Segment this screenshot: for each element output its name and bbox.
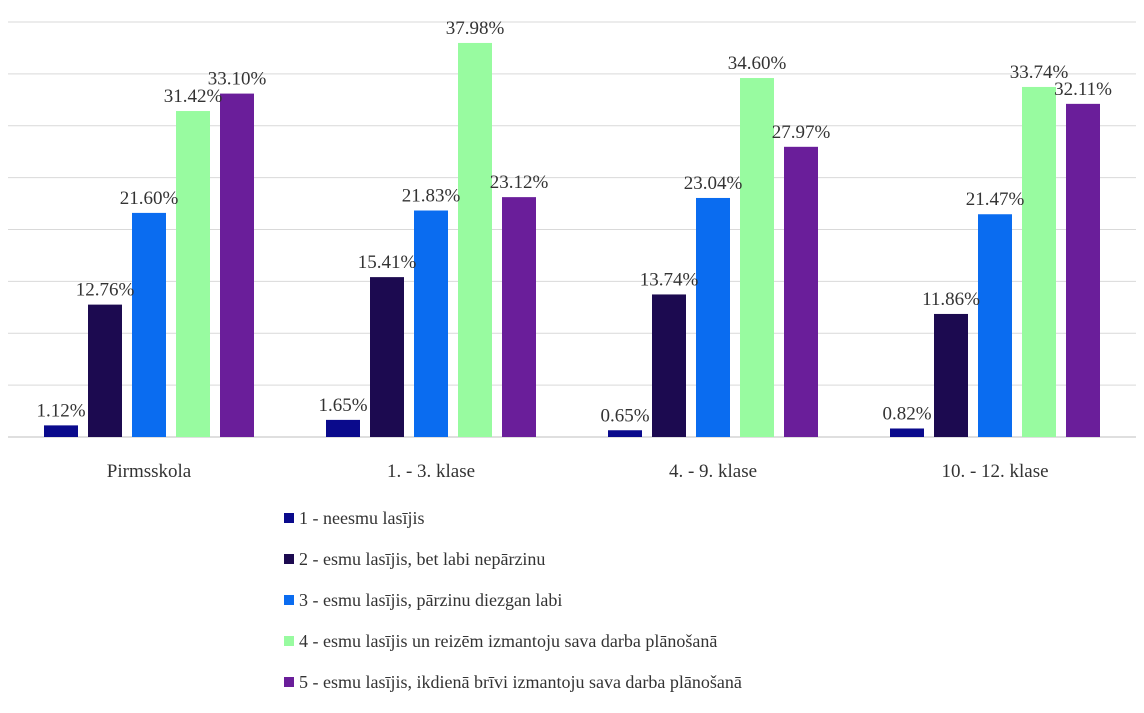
- bar: [44, 425, 78, 437]
- bar: [934, 313, 968, 437]
- legend-swatch: [284, 636, 294, 646]
- data-label: 34.60%: [728, 53, 787, 74]
- x-tick-label: 10. - 12. klase: [941, 461, 1048, 482]
- data-label: 1.65%: [318, 395, 367, 416]
- legend-item: 1 - neesmu lasījis: [284, 508, 742, 528]
- data-label: 23.12%: [490, 172, 549, 193]
- bar: [176, 111, 210, 437]
- bar: [1066, 103, 1100, 437]
- data-label: 21.47%: [966, 189, 1025, 210]
- bar: [608, 430, 642, 437]
- data-label: 33.74%: [1010, 62, 1069, 83]
- data-label: 21.60%: [120, 188, 179, 209]
- bar: [370, 277, 404, 437]
- bar: [132, 212, 166, 437]
- data-label: 21.83%: [402, 186, 461, 207]
- x-tick-label: 4. - 9. klase: [669, 461, 757, 482]
- bar: [784, 146, 818, 437]
- legend-swatch: [284, 595, 294, 605]
- bar: [652, 294, 686, 437]
- legend-label: 1 - neesmu lasījis: [299, 507, 425, 528]
- bar: [88, 304, 122, 437]
- legend-item: 3 - esmu lasījis, pārzinu diezgan labi: [284, 590, 742, 610]
- data-label: 27.97%: [772, 122, 831, 143]
- legend-label: 5 - esmu lasījis, ikdienā brīvi izmantoj…: [299, 671, 742, 692]
- bar: [414, 210, 448, 437]
- bar: [740, 78, 774, 438]
- legend-label: 4 - esmu lasījis un reizēm izmantoju sav…: [299, 630, 718, 651]
- bars: [44, 42, 1100, 438]
- bar: [458, 42, 492, 438]
- data-label: 11.86%: [922, 289, 980, 310]
- legend-label: 2 - esmu lasījis, bet labi nepārzinu: [299, 548, 546, 569]
- legend-swatch: [284, 677, 294, 687]
- legend-label: 3 - esmu lasījis, pārzinu diezgan labi: [299, 589, 563, 610]
- bar: [220, 93, 254, 438]
- bar: [502, 197, 536, 437]
- chart-legend: 1 - neesmu lasījis 2 - esmu lasījis, bet …: [284, 508, 742, 713]
- data-label: 13.74%: [640, 269, 699, 290]
- data-label: 32.11%: [1054, 79, 1112, 100]
- legend-item: 2 - esmu lasījis, bet labi nepārzinu: [284, 549, 742, 569]
- legend-swatch: [284, 554, 294, 564]
- x-tick-label: Pirmsskola: [107, 461, 192, 482]
- data-labels: 1.12% 12.76% 21.60% 31.42%33.10% 1.65% 15.41%…: [36, 18, 1112, 426]
- bar-chart: 1.12% 12.76% 21.60% 31.42%33.10% 1.65% 15.41%…: [8, 18, 1136, 482]
- data-label: 0.65%: [600, 405, 649, 426]
- data-label: 12.76%: [76, 280, 135, 301]
- data-label: 0.82%: [882, 403, 931, 424]
- x-tick-label: 1. - 3. klase: [387, 461, 475, 482]
- legend-swatch: [284, 513, 294, 523]
- bar: [326, 419, 360, 437]
- bar: [696, 197, 730, 437]
- data-label: 15.41%: [358, 252, 417, 273]
- data-label: 33.10%: [208, 69, 267, 90]
- data-label: 1.12%: [36, 400, 85, 421]
- data-label: 37.98%: [446, 18, 505, 39]
- legend-item: 5 - esmu lasījis, ikdienā brīvi izmantoj…: [284, 672, 742, 692]
- data-label: 23.04%: [684, 173, 743, 194]
- bar: [1022, 86, 1056, 437]
- data-label: 31.42%: [164, 86, 223, 107]
- legend-item: 4 - esmu lasījis un reizēm izmantoju sav…: [284, 631, 742, 651]
- bar: [978, 214, 1012, 437]
- x-axis-tick-labels: Pirmsskola 1. - 3. klase 4. - 9. klase 10. …: [107, 461, 1049, 482]
- bar: [890, 428, 924, 437]
